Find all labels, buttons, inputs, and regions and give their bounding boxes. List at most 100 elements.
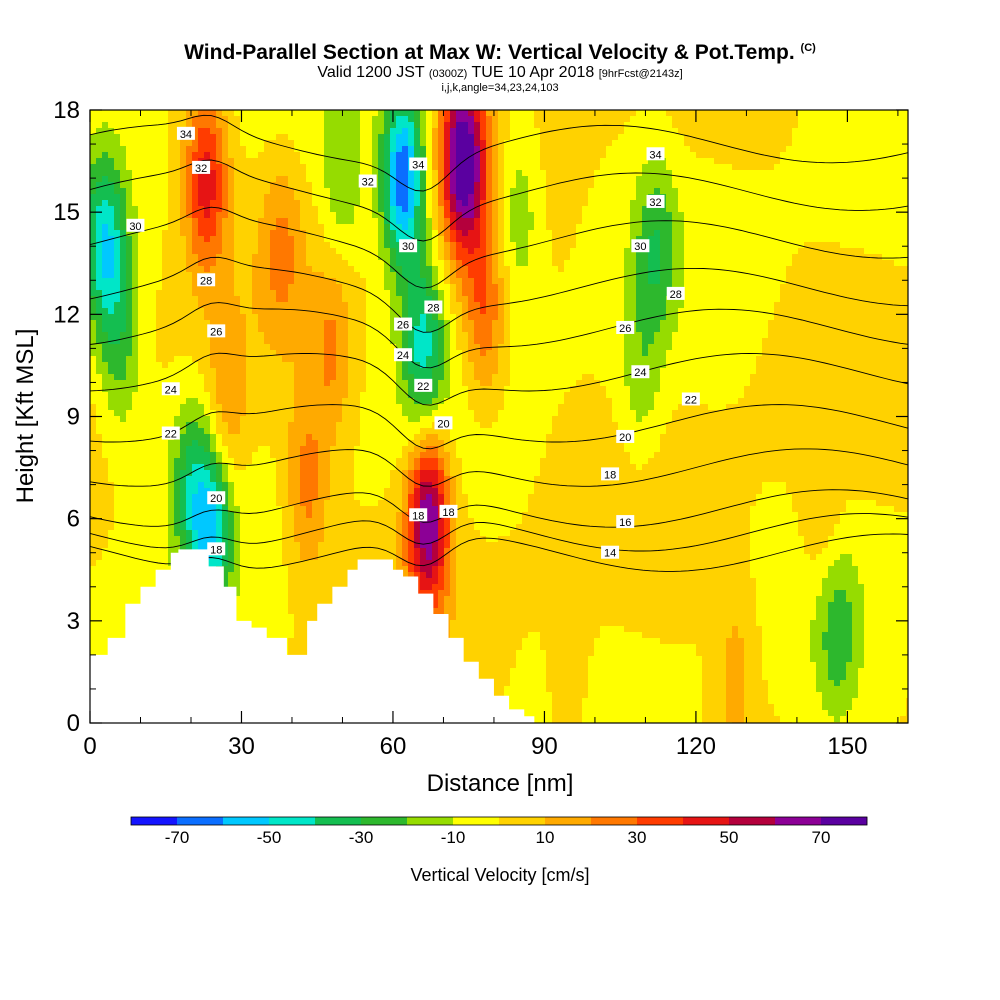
- velocity-cell: [348, 152, 355, 159]
- velocity-cell: [504, 170, 511, 177]
- velocity-cell: [258, 302, 265, 309]
- velocity-cell: [594, 164, 601, 171]
- velocity-cell: [324, 122, 331, 129]
- velocity-cell: [276, 230, 283, 237]
- velocity-cell: [198, 194, 205, 201]
- velocity-cell: [888, 266, 895, 273]
- velocity-cell: [804, 212, 811, 219]
- velocity-cell: [666, 116, 673, 123]
- velocity-cell: [876, 122, 883, 129]
- velocity-cell: [240, 122, 247, 129]
- velocity-cell: [384, 146, 391, 153]
- velocity-cell: [378, 170, 385, 177]
- velocity-cell: [492, 278, 499, 285]
- velocity-cell: [864, 320, 871, 327]
- velocity-cell: [120, 152, 127, 159]
- velocity-cell: [498, 254, 505, 261]
- velocity-cell: [882, 254, 889, 261]
- velocity-cell: [804, 194, 811, 201]
- velocity-cell: [492, 320, 499, 327]
- velocity-cell: [126, 122, 133, 129]
- velocity-cell: [150, 230, 157, 237]
- velocity-cell: [138, 212, 145, 219]
- velocity-cell: [126, 272, 133, 279]
- velocity-cell: [306, 116, 313, 123]
- velocity-cell: [228, 260, 235, 267]
- velocity-cell: [174, 170, 181, 177]
- velocity-cell: [390, 122, 397, 129]
- velocity-cell: [108, 110, 115, 117]
- velocity-cell: [750, 314, 757, 321]
- velocity-cell: [750, 284, 757, 291]
- velocity-cell: [684, 128, 691, 135]
- velocity-cell: [246, 146, 253, 153]
- velocity-cell: [138, 140, 145, 147]
- velocity-cell: [342, 278, 349, 285]
- velocity-cell: [786, 176, 793, 183]
- velocity-cell: [684, 224, 691, 231]
- velocity-cell: [582, 260, 589, 267]
- velocity-cell: [336, 236, 343, 243]
- velocity-cell: [360, 278, 367, 285]
- velocity-cell: [894, 188, 901, 195]
- velocity-cell: [90, 164, 97, 171]
- velocity-cell: [162, 206, 169, 213]
- velocity-cell: [846, 236, 853, 243]
- velocity-cell: [612, 260, 619, 267]
- velocity-cell: [120, 188, 127, 195]
- velocity-cell: [606, 164, 613, 171]
- velocity-cell: [366, 254, 373, 261]
- velocity-cell: [768, 110, 775, 117]
- velocity-cell: [528, 248, 535, 255]
- velocity-cell: [612, 272, 619, 279]
- velocity-cell: [324, 128, 331, 135]
- velocity-cell: [846, 260, 853, 267]
- velocity-cell: [168, 320, 175, 327]
- velocity-cell: [666, 176, 673, 183]
- velocity-cell: [444, 170, 451, 177]
- velocity-cell: [168, 224, 175, 231]
- velocity-cell: [354, 326, 361, 333]
- velocity-cell: [594, 140, 601, 147]
- velocity-cell: [378, 194, 385, 201]
- velocity-cell: [444, 320, 451, 327]
- velocity-cell: [558, 236, 565, 243]
- velocity-cell: [114, 218, 121, 225]
- velocity-cell: [402, 194, 409, 201]
- velocity-cell: [516, 170, 523, 177]
- velocity-cell: [396, 266, 403, 273]
- velocity-cell: [816, 224, 823, 231]
- velocity-cell: [804, 290, 811, 297]
- velocity-cell: [702, 302, 709, 309]
- velocity-cell: [258, 188, 265, 195]
- velocity-cell: [624, 164, 631, 171]
- velocity-cell: [282, 230, 289, 237]
- velocity-cell: [876, 158, 883, 165]
- velocity-cell: [474, 206, 481, 213]
- velocity-cell: [774, 218, 781, 225]
- velocity-cell: [792, 218, 799, 225]
- velocity-cell: [216, 260, 223, 267]
- velocity-cell: [402, 272, 409, 279]
- velocity-cell: [264, 302, 271, 309]
- velocity-cell: [600, 308, 607, 315]
- velocity-cell: [810, 188, 817, 195]
- velocity-cell: [126, 170, 133, 177]
- velocity-cell: [612, 212, 619, 219]
- velocity-cell: [768, 296, 775, 303]
- velocity-cell: [234, 206, 241, 213]
- velocity-cell: [504, 284, 511, 291]
- velocity-cell: [294, 320, 301, 327]
- velocity-cell: [576, 110, 583, 117]
- velocity-cell: [396, 272, 403, 279]
- velocity-cell: [900, 206, 907, 213]
- velocity-cell: [666, 242, 673, 249]
- velocity-cell: [786, 158, 793, 165]
- velocity-cell: [366, 308, 373, 315]
- velocity-cell: [582, 242, 589, 249]
- velocity-cell: [900, 140, 907, 147]
- velocity-cell: [672, 224, 679, 231]
- velocity-cell: [552, 302, 559, 309]
- velocity-cell: [192, 176, 199, 183]
- velocity-cell: [126, 266, 133, 273]
